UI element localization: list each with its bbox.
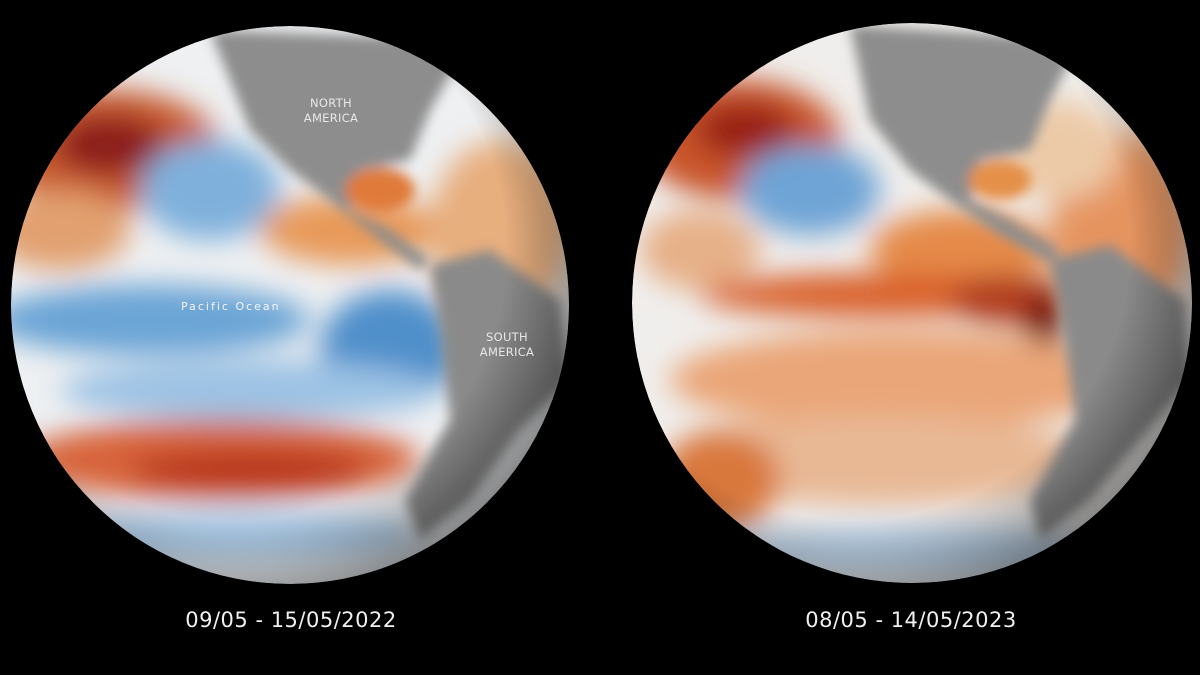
globe-2022 [11, 26, 569, 584]
globe-2023 [632, 23, 1192, 583]
label-pacific-ocean: Pacific Ocean [181, 300, 281, 313]
date-range-2022: 09/05 - 15/05/2022 [185, 608, 397, 632]
label-south-america: SOUTH AMERICA [472, 330, 542, 360]
south-america-text: SOUTH AMERICA [479, 330, 535, 359]
date-range-2023: 08/05 - 14/05/2023 [805, 608, 1017, 632]
north-america-text: NORTH AMERICA [303, 96, 359, 125]
label-north-america: NORTH AMERICA [296, 96, 366, 126]
